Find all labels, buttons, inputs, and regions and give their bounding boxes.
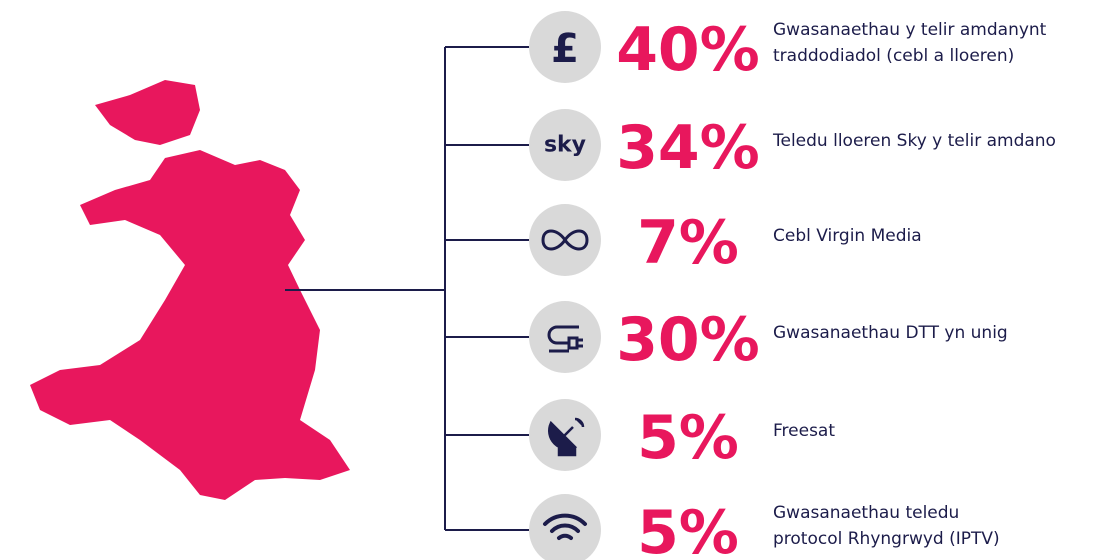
percent: 5%	[637, 403, 739, 473]
icon-infinity	[541, 229, 589, 251]
description: traddodiadol (cebl a lloeren)	[773, 46, 1014, 66]
percent: 7%	[637, 208, 739, 278]
description: Teledu lloeren Sky y telir amdano	[772, 131, 1056, 151]
description: Freesat	[773, 421, 835, 441]
percent: 5%	[637, 498, 739, 560]
description: Gwasanaethau y telir amdanynt	[773, 20, 1047, 40]
icon-pound: £	[551, 26, 579, 72]
description: Cebl Virgin Media	[773, 226, 922, 246]
connector-trunk	[285, 47, 446, 530]
icon-wifi	[543, 513, 587, 540]
icon-satellite	[548, 417, 585, 457]
percent: 30%	[616, 305, 760, 375]
description: Gwasanaethau teledu	[773, 503, 959, 523]
icon-circle	[529, 109, 601, 181]
description: Gwasanaethau DTT yn unig	[773, 323, 1008, 343]
icon-sky: sky	[544, 133, 586, 158]
wales-map	[30, 80, 350, 500]
description: protocol Rhyngrwyd (IPTV)	[773, 529, 1000, 549]
icon-circle	[529, 301, 601, 373]
percent: 34%	[616, 113, 760, 183]
icon-circle	[529, 11, 601, 83]
icon-plug	[547, 325, 583, 353]
percent: 40%	[616, 15, 760, 85]
